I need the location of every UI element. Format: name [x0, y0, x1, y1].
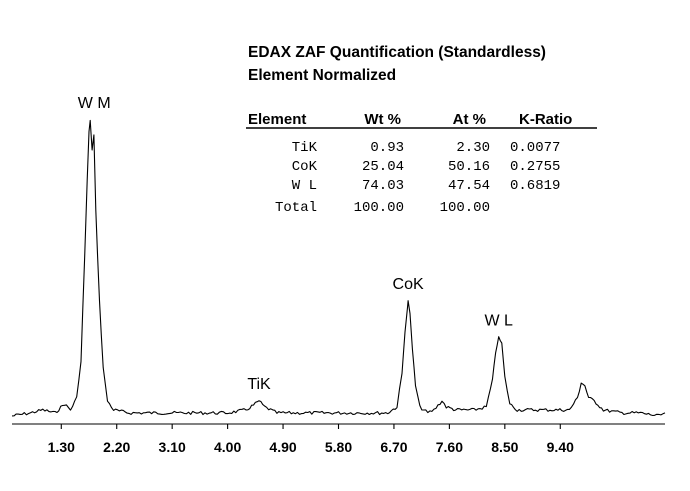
header-kratio: K-Ratio [519, 111, 572, 128]
quant-table: EDAX ZAF Quantification (Standardless) E… [246, 44, 597, 216]
row-w-at: 47.54 [448, 178, 490, 194]
quant-subtitle: Element Normalized [248, 67, 396, 84]
x-tick-label: 3.10 [159, 439, 186, 455]
row-w-kratio: 0.6819 [510, 178, 560, 194]
row-ti-element: TiK [292, 140, 318, 156]
row-total-element: Total [275, 200, 317, 216]
x-tick-label: 4.90 [269, 439, 296, 455]
row-co-element: CoK [292, 159, 318, 175]
header-element: Element [248, 111, 306, 128]
peak-label: CoK [393, 276, 424, 293]
x-ticks [60, 424, 561, 429]
row-ti-at: 2.30 [456, 140, 490, 156]
header-wt: Wt % [364, 111, 401, 128]
plot-area: 1.30 2.20 3.10 4.00 4.90 5.80 6.70 7.60 8.50 9.40… [11, 95, 666, 455]
x-tick-label: 2.20 [103, 439, 130, 455]
row-w-wt: 74.03 [362, 178, 404, 194]
row-ti-kratio: 0.0077 [510, 140, 560, 156]
peak-label: W L [484, 312, 513, 329]
x-tick-label: 1.30 [48, 439, 75, 455]
x-tick-labels: 1.30 2.20 3.10 4.00 4.90 5.80 6.70 7.60 8.50 9.40 [48, 439, 574, 455]
x-tick-label: 4.00 [214, 439, 241, 455]
x-tick-label: 9.40 [547, 439, 574, 455]
x-tick-label: 6.70 [380, 439, 407, 455]
row-co-wt: 25.04 [362, 159, 404, 175]
row-total-at: 100.00 [440, 200, 490, 216]
row-w-element: W L [292, 178, 317, 194]
x-tick-label: 7.60 [436, 439, 463, 455]
row-co-at: 50.16 [448, 159, 490, 175]
spectrum-series-line [11, 119, 666, 417]
header-at: At % [453, 111, 486, 128]
row-ti-wt: 0.93 [370, 140, 404, 156]
x-tick-label: 5.80 [325, 439, 352, 455]
x-tick-label: 8.50 [491, 439, 518, 455]
quant-title: EDAX ZAF Quantification (Standardless) [248, 44, 546, 61]
peak-labels: W M TiK CoK W L [78, 95, 513, 393]
row-total-wt: 100.00 [354, 200, 404, 216]
peak-label: TiK [247, 376, 271, 393]
peak-label: W M [78, 95, 111, 112]
row-co-kratio: 0.2755 [510, 159, 560, 175]
